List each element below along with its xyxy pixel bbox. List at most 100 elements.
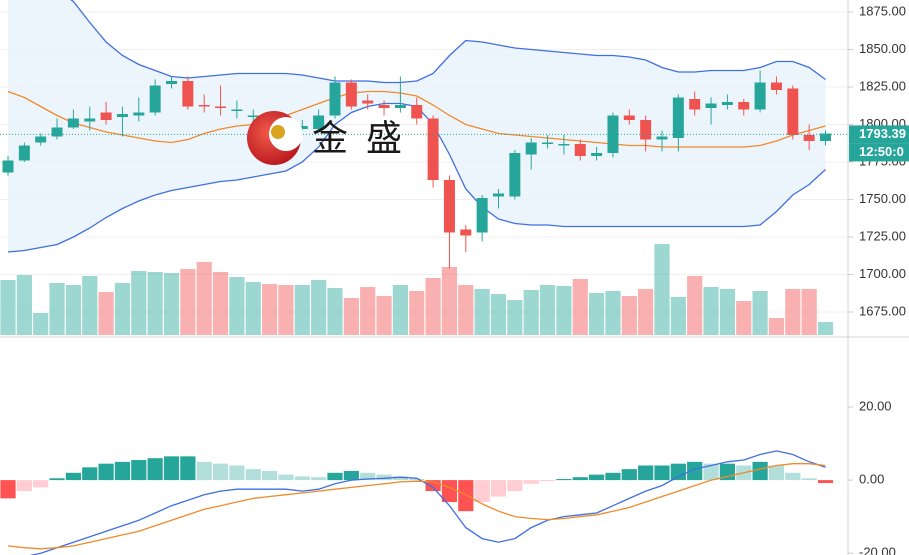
volume-bar [360,287,376,335]
histogram-bar [801,478,817,481]
histogram-bar [212,463,229,481]
dif-line [29,450,826,555]
candle-body [705,103,717,108]
dea-line [7,463,826,550]
volume-bar [425,278,441,335]
volume-bar [409,291,425,335]
volume-bar [392,285,408,335]
histogram-bar [768,465,785,481]
candle-body [820,133,831,141]
volume-bar [16,275,32,335]
volume-bar [752,291,768,335]
candle-body [558,144,570,146]
candle-body [35,136,47,143]
volume-bar [719,289,735,335]
histogram-bar [147,458,163,481]
histogram-bar [572,477,588,481]
histogram-bar [817,480,834,484]
candle-body [738,102,750,110]
volume-bar [785,289,801,335]
logo-ball [271,125,285,139]
histogram-bar [65,472,81,481]
histogram-bar [458,480,474,512]
y-tick-label: 1825.00 [859,78,906,93]
last-price-box [849,125,909,144]
histogram-bar [605,472,621,481]
candle-body [133,112,145,116]
volume-bar [703,287,719,335]
histogram-bar [196,461,212,481]
histogram-bar [131,460,147,481]
volume-bar [262,284,278,335]
y-tick-label: 1675.00 [859,303,906,318]
histogram-bar [392,476,408,481]
volume-bar [49,283,65,335]
candle-body [493,193,504,197]
countdown-label: 12:50:0 [859,144,904,159]
candle-body [672,97,684,138]
volume-bar [556,286,572,335]
band-upper [70,0,826,84]
candle-body [84,118,96,122]
y-tick-label: 1700.00 [859,266,906,281]
volume-bar [621,296,637,335]
y-tick-label: 1875.00 [859,3,906,18]
histogram-bar [752,461,768,481]
volume-bar [65,285,81,335]
candle-body [116,114,128,117]
histogram-bar [294,476,310,481]
volume-bar [294,285,310,335]
volume-bar [327,288,343,335]
histogram-bar [654,465,670,481]
countdown-box [849,143,909,162]
volume-bar [490,294,507,335]
y-tick-label: 1725.00 [859,228,906,243]
candle-body [247,115,259,117]
volume-bar [539,285,556,335]
histogram-bar [311,477,327,481]
volume-bar [736,301,752,335]
histogram-bar [114,461,131,481]
histogram-bar [425,480,441,492]
histogram-bar [98,463,114,481]
histogram-bar [0,480,16,499]
volume-bar [98,292,114,335]
histogram-bar [33,480,49,488]
histogram-bar [589,474,605,481]
candle-body [476,198,488,233]
volume-bar [376,296,392,335]
histogram-bar [343,470,359,481]
histogram-bar [278,474,294,481]
histogram-bar [180,456,196,481]
histogram-bar [474,480,490,503]
candle-body [67,118,79,128]
histogram-bar [49,478,65,481]
y-tick-label: 1850.00 [859,41,906,56]
volume-bar [654,244,670,335]
volume-bar [638,289,654,335]
candle-body [100,112,112,120]
macd-pane [0,450,834,555]
candle-body [542,142,554,144]
y-tick-label: 0.00 [859,472,884,487]
histogram-bar [490,480,507,497]
axis: 1675.001700.001725.001750.001775.001800.… [848,3,909,555]
candle-body [525,142,537,155]
histogram-bar [82,467,98,481]
volume-bar [507,300,523,335]
histogram-bar [327,472,343,481]
watermark: 金 盛 [312,118,406,159]
volume-bar [212,272,229,335]
histogram-bar [262,470,278,481]
candle-body [591,153,603,156]
volume-bar [180,269,196,335]
volume-bar [82,276,98,335]
histogram-bar [360,472,376,481]
volume-bar [114,283,131,335]
histogram-bar [523,480,539,484]
candle-body [2,160,14,173]
candle-body [721,102,733,105]
histogram-bar [16,480,32,492]
histogram-bar [163,456,180,481]
candle-body [574,144,586,156]
